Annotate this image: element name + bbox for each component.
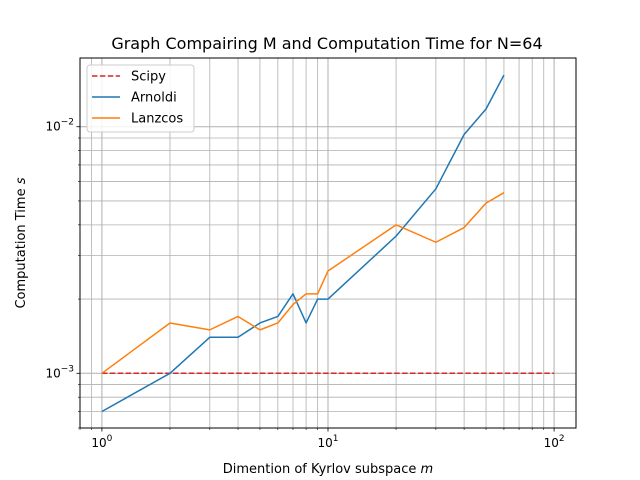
x-tick-label: 101 (317, 434, 338, 450)
y-axis-label: Computation Time s (14, 177, 29, 308)
x-axis-label: Dimention of Kyrlov subspace m (223, 462, 433, 477)
plot-series (101, 74, 555, 413)
legend: Scipy Arnoldi Lanzcos (86, 64, 195, 133)
x-tick-label: 100 (91, 434, 112, 450)
axis-ticks: 100 101 102 10−3 10−2 (45, 118, 564, 450)
x-tick-label: 102 (544, 434, 565, 450)
y-tick-label: 10−3 (45, 364, 74, 380)
y-tick-label: 10−2 (45, 118, 74, 134)
chart-title: Graph Compairing M and Computation Time … (111, 34, 542, 53)
series-line-arnoldi (101, 74, 505, 413)
legend-label-arnoldi: Arnoldi (131, 91, 177, 106)
series-line-lanzcos (101, 192, 505, 374)
legend-label-scipy: Scipy (131, 70, 166, 85)
legend-label-lanzcos: Lanzcos (131, 112, 183, 127)
legend-box (86, 64, 195, 133)
